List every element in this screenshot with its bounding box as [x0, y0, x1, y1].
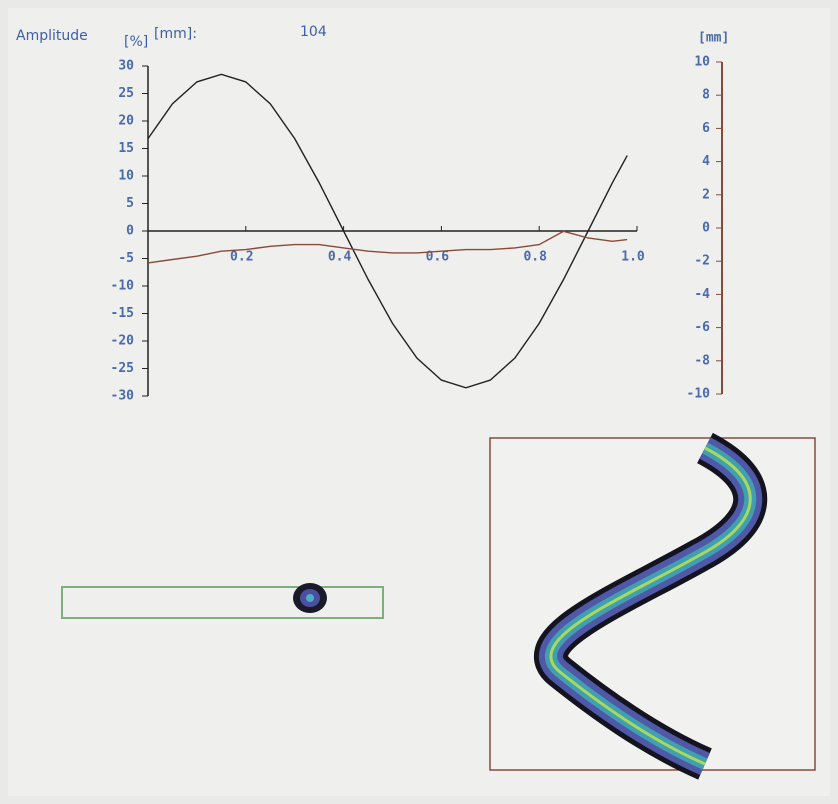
- y2-tick-label: 0: [702, 221, 710, 236]
- y2-tick-label: -6: [694, 320, 710, 335]
- x-tick-label: 0.4: [328, 250, 352, 265]
- y-tick-label: 25: [118, 86, 134, 101]
- y-tick-label: -15: [111, 306, 134, 321]
- image-view: [490, 438, 815, 770]
- y2-tick-label: -2: [694, 254, 710, 269]
- y-tick-label: -10: [111, 279, 135, 294]
- y2-tick-label: -4: [694, 287, 710, 302]
- y-tick-label: -5: [118, 251, 134, 266]
- y2-tick-label: -10: [687, 387, 711, 402]
- y-tick-label: -30: [111, 389, 135, 404]
- y-label: [%]: [124, 34, 148, 50]
- y-tick-label: 15: [118, 141, 134, 156]
- y2-tick-label: 8: [702, 88, 710, 103]
- y-tick-label: -25: [111, 361, 134, 376]
- screen: Amplitude [%] [mm]: 104 [mm] -30-25-20-1…: [0, 0, 838, 804]
- y-tick-label: 20: [118, 114, 134, 129]
- y-tick-label: 5: [126, 196, 134, 211]
- title-unit: [mm]:: [154, 26, 197, 42]
- y2-tick-label: 4: [702, 154, 710, 169]
- y-tick-label: 30: [118, 59, 134, 74]
- y2-label: [mm]: [698, 31, 729, 46]
- x-tick-label: 0.2: [230, 250, 253, 265]
- y-tick-label: -20: [111, 334, 135, 349]
- blob-center: [306, 594, 314, 602]
- y-tick-label: 0: [126, 224, 134, 239]
- y-tick-label: 10: [118, 169, 134, 184]
- y2-tick-label: 6: [702, 121, 710, 136]
- title: Amplitude: [16, 28, 88, 44]
- title-value: 104: [300, 24, 327, 40]
- x-tick-label: 0.8: [523, 250, 547, 265]
- y2-tick-label: 2: [702, 187, 710, 202]
- y2-tick-label: 10: [694, 55, 710, 70]
- y2-tick-label: -8: [694, 353, 710, 368]
- x-tick-label: 1.0: [621, 250, 645, 265]
